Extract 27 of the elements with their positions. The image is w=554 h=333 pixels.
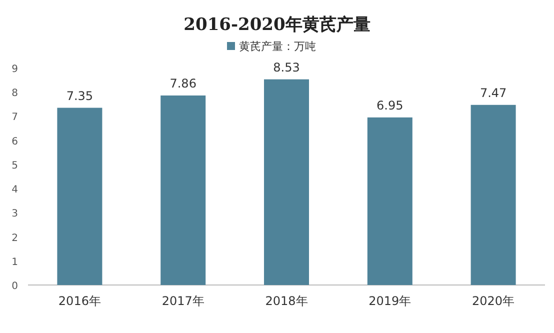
y-tick-label: 0	[12, 281, 18, 292]
data-label: 8.53	[273, 60, 300, 74]
y-tick-label: 3	[12, 208, 18, 220]
chart-title: 2016-2020年黄芪产量	[184, 15, 370, 35]
x-tick-label: 2016年	[58, 294, 101, 308]
x-tick-label: 2018年	[265, 294, 308, 308]
data-label: 7.47	[480, 86, 507, 100]
x-tick-label: 2017年	[162, 294, 204, 308]
y-tick-label: 6	[12, 136, 18, 148]
bar	[57, 108, 102, 285]
y-tick-label: 9	[12, 64, 18, 75]
bar	[367, 117, 412, 285]
y-tick-label: 4	[12, 184, 18, 196]
y-tick-label: 8	[12, 88, 18, 100]
bar	[470, 104, 516, 285]
data-label: 6.95	[376, 98, 404, 112]
y-tick-label: 1	[12, 256, 18, 268]
legend-label: 黄芪产量：万吨	[239, 40, 316, 53]
x-tick-label: 2020年	[472, 294, 515, 308]
x-tick-label: 2019年	[368, 294, 412, 308]
bar	[264, 79, 309, 285]
y-tick-label: 5	[12, 160, 18, 172]
data-label: 7.86	[170, 76, 196, 90]
y-tick-label: 2	[12, 232, 18, 244]
data-label: 7.35	[66, 88, 94, 103]
bar	[160, 95, 206, 285]
y-tick-label: 7	[12, 112, 18, 124]
